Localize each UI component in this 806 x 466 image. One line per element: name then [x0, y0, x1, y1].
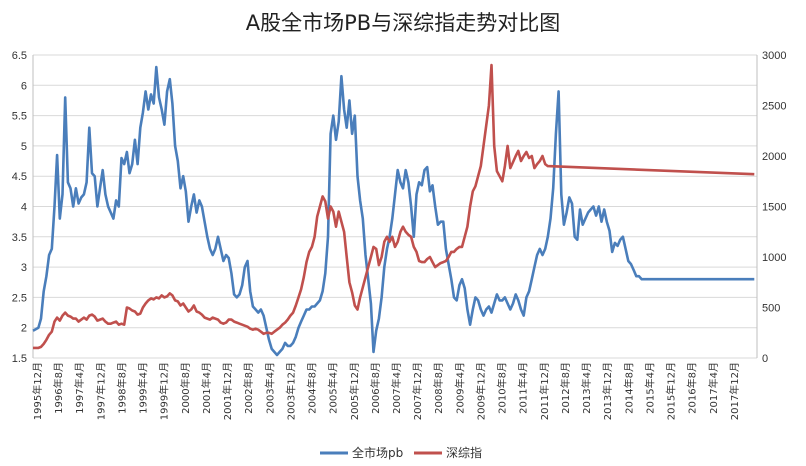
x-tick-label: 2003年12月	[284, 362, 297, 420]
x-tick-label: 2015年4月	[643, 362, 656, 414]
x-tick-label: 2008年8月	[432, 362, 445, 414]
series-line-szzz	[33, 63, 755, 350]
x-tick-label: 1999年4月	[137, 362, 150, 414]
left-tick-label: 4	[21, 202, 27, 214]
x-tick-label: 2012年8月	[559, 362, 572, 414]
x-tick-label: 1996年8月	[52, 362, 65, 414]
x-tick-label: 2009年4月	[453, 362, 466, 414]
x-tick-label: 2001年4月	[200, 362, 213, 414]
x-tick-label: 2014年8月	[622, 362, 635, 414]
left-tick-label: 6.5	[12, 50, 27, 62]
x-tick-label: 1995年12月	[31, 362, 44, 420]
x-tick-label: 2011年4月	[517, 362, 530, 414]
series-line-pb	[32, 65, 755, 357]
left-tick-label: 1.5	[12, 353, 27, 365]
x-tick-label: 2007年12月	[411, 362, 424, 420]
left-axis: 1.5 2 2.5 3 3.5 4 4.5 5 5.5 6 6.5	[12, 50, 27, 365]
x-tick-label: 2016年8月	[686, 362, 699, 414]
right-tick-label: 1500	[762, 202, 786, 214]
left-tick-label: 2.5	[12, 292, 27, 304]
x-tick-label: 2005年4月	[327, 362, 340, 414]
x-tick-label: 1999年12月	[158, 362, 171, 420]
right-tick-label: 2000	[762, 151, 786, 163]
right-tick-label: 2500	[762, 101, 786, 113]
left-tick-label: 4.5	[12, 171, 27, 183]
x-tick-label: 2015年12月	[665, 362, 678, 420]
x-tick-label: 2003年4月	[263, 362, 276, 414]
x-tick-label: 2017年12月	[728, 362, 741, 420]
gridlines	[32, 54, 758, 359]
right-tick-label: 0	[762, 353, 768, 365]
right-tick-label: 1000	[762, 252, 786, 264]
legend-label: 全市场pb	[352, 445, 403, 460]
left-tick-label: 5.5	[12, 111, 27, 123]
left-tick-label: 5	[21, 141, 27, 153]
x-tick-label: 2013年4月	[580, 362, 593, 414]
x-tick-label: 2004年8月	[306, 362, 319, 414]
left-tick-label: 2	[21, 323, 27, 335]
chart-title: A股全市场PB与深综指走势对比图	[246, 11, 560, 35]
x-axis: 1995年12月 1996年8月 1997年4月 1997年12月 1998年8月 199…	[31, 362, 741, 420]
x-tick-label: 2013年12月	[601, 362, 614, 420]
x-tick-label: 2010年8月	[496, 362, 509, 414]
x-tick-label: 2007年4月	[390, 362, 403, 414]
x-tick-label: 2005年12月	[348, 362, 361, 420]
right-axis: 0 500 1000 1500 2000 2500 3000	[762, 50, 786, 365]
x-tick-label: 2002年8月	[242, 362, 255, 414]
series-layer	[32, 63, 755, 357]
x-tick-label: 2000年8月	[179, 362, 192, 414]
right-tick-label: 500	[762, 303, 780, 315]
left-tick-label: 3.5	[12, 232, 27, 244]
x-tick-label: 2009年12月	[474, 362, 487, 420]
x-tick-label: 1998年8月	[115, 362, 128, 414]
x-tick-label: 2001年12月	[221, 362, 234, 420]
legend-label: 深综指	[446, 445, 482, 460]
x-tick-label: 2017年4月	[707, 362, 720, 414]
x-tick-label: 1997年4月	[73, 362, 86, 414]
left-tick-label: 6	[21, 80, 27, 92]
x-tick-label: 2011年12月	[538, 362, 551, 420]
x-tick-label: 1997年12月	[94, 362, 107, 420]
legend: 全市场pb 深综指	[320, 445, 482, 460]
right-tick-label: 3000	[762, 50, 786, 62]
left-tick-label: 3	[21, 262, 27, 274]
x-tick-label: 2006年8月	[369, 362, 382, 414]
